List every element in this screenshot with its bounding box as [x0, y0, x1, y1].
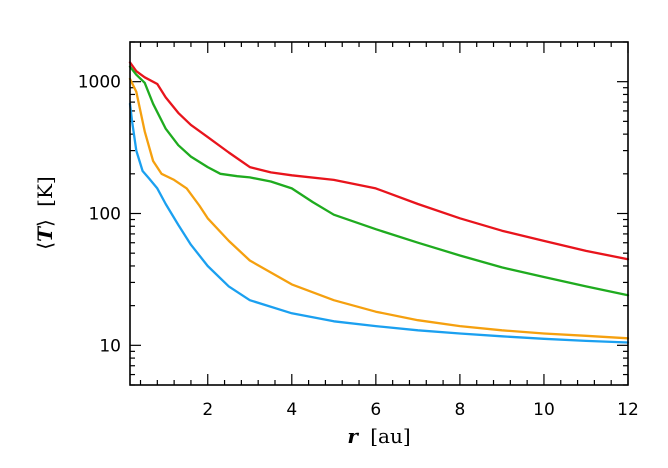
tick-labels: 2 4 6 8 10 12 10 100 1000	[78, 73, 639, 420]
y-tick-label: 1000	[78, 73, 121, 93]
x-tick-label: 2	[202, 400, 213, 420]
y-tick-label: 10	[99, 336, 121, 356]
x-tick-label: 6	[370, 400, 381, 420]
x-tick-label: 4	[286, 400, 297, 420]
y-axis-label: ⟨T⟩ [K]	[33, 176, 57, 249]
series-line-3	[128, 77, 630, 340]
series-line-1	[128, 61, 630, 261]
series-line-4	[128, 102, 630, 344]
x-tick-label: 8	[454, 400, 465, 420]
series-lines	[128, 61, 630, 344]
x-axis-label: r [au]	[347, 424, 410, 448]
series-line-2	[128, 65, 630, 297]
x-tick-label: 12	[617, 400, 639, 420]
y-tick-label: 100	[89, 205, 121, 225]
x-tick-label: 10	[533, 400, 555, 420]
plot-frame	[129, 41, 629, 386]
